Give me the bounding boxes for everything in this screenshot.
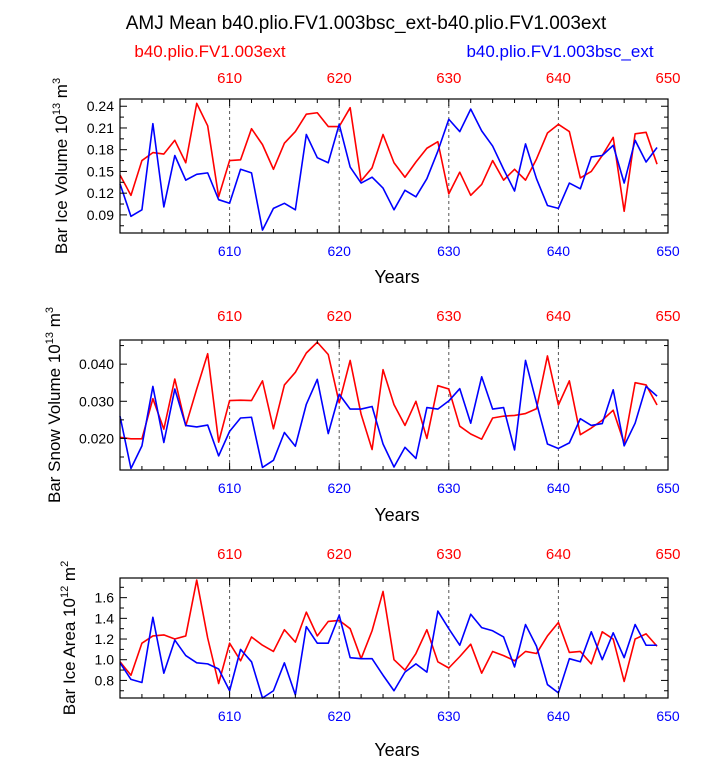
y-tick-label: 1.6 [95, 590, 115, 606]
x-tick-label-top: 650 [655, 546, 680, 563]
y-tick-label: 0.020 [79, 430, 114, 446]
series-line-red [119, 341, 658, 451]
x-tick-label-top: 610 [217, 308, 242, 325]
y-tick-label: 0.21 [87, 120, 114, 136]
x-tick-label-bottom: 640 [547, 708, 571, 724]
x-tick-label-top: 640 [546, 70, 571, 87]
x-tick-label-bottom: 650 [656, 708, 680, 724]
legend-blue-label: b40.plio.FV1.003bsc_ext [466, 42, 653, 61]
x-axis-label: Years [374, 740, 419, 759]
y-tick-label: 1.2 [95, 631, 115, 647]
x-tick-label-bottom: 620 [328, 708, 352, 724]
y-tick-label: 0.12 [87, 185, 114, 201]
x-tick-label-top: 630 [436, 546, 461, 563]
chart-panels: 0.09 0.12 0.15 0.18 0.21 0.24 610 610 620 620 630 6… [44, 70, 681, 760]
x-tick-label-bottom: 620 [328, 243, 352, 259]
panel-snow-volume: 0.020 0.030 0.040 610 610 620 620 630 630 640 640 6… [44, 307, 681, 525]
x-tick-label-top: 610 [217, 70, 242, 87]
x-tick-label-top: 630 [436, 308, 461, 325]
x-tick-label-top: 620 [327, 308, 352, 325]
y-tick-label: 1.0 [95, 652, 115, 668]
x-tick-label-bottom: 640 [547, 480, 571, 496]
x-tick-label-top: 610 [217, 546, 242, 563]
x-tick-label-top: 650 [655, 70, 680, 87]
x-tick-label-top: 630 [436, 70, 461, 87]
chart-title: AMJ Mean b40.plio.FV1.003bsc_ext-b40.pli… [126, 13, 607, 34]
x-tick-label-bottom: 630 [437, 243, 461, 259]
x-tick-label-bottom: 610 [218, 480, 242, 496]
panel-ice-area: 0.8 1.0 1.2 1.4 1.6 610 610 620 620 630 630 640 640 6… [59, 546, 681, 760]
panel-ice-volume: 0.09 0.12 0.15 0.18 0.21 0.24 610 610 620 620 630 6… [51, 70, 681, 287]
y-tick-label: 0.15 [87, 163, 114, 179]
series-line-blue [119, 359, 658, 470]
x-tick-label-bottom: 610 [218, 708, 242, 724]
y-tick-label: 0.09 [87, 207, 114, 223]
legend-red-label: b40.plio.FV1.003ext [134, 42, 285, 61]
x-tick-label-bottom: 630 [437, 708, 461, 724]
y-tick-label: 0.24 [87, 98, 114, 114]
y-axis-label: Bar Ice Volume 1013 m3 [51, 78, 71, 254]
plot-frame [119, 339, 669, 471]
y-tick-label: 0.8 [95, 672, 115, 688]
plot-frame [119, 577, 669, 699]
x-tick-label-bottom: 650 [656, 243, 680, 259]
x-tick-label-top: 620 [327, 70, 352, 87]
series-line-blue [119, 108, 658, 231]
plot-frame [119, 98, 669, 234]
x-tick-label-bottom: 620 [328, 480, 352, 496]
y-axis-label: Bar Ice Area 1012 m2 [59, 561, 79, 715]
x-tick-label-top: 640 [546, 308, 571, 325]
x-tick-label-top: 640 [546, 546, 571, 563]
x-tick-label-top: 620 [327, 546, 352, 563]
series-line-red [119, 102, 658, 213]
y-tick-label: 0.040 [79, 356, 114, 372]
x-tick-label-bottom: 610 [218, 243, 242, 259]
series-line-blue [119, 610, 658, 699]
y-tick-label: 1.4 [95, 610, 115, 626]
y-axis-label: Bar Snow Volume 1013 m3 [44, 307, 64, 503]
x-axis-label: Years [374, 267, 419, 287]
y-tick-label: 0.030 [79, 393, 114, 409]
x-tick-label-bottom: 650 [656, 480, 680, 496]
x-axis-label: Years [374, 505, 419, 525]
series-line-red [119, 579, 658, 685]
x-tick-label-top: 650 [655, 308, 680, 325]
y-tick-label: 0.18 [87, 142, 114, 158]
x-tick-label-bottom: 640 [547, 243, 571, 259]
x-tick-label-bottom: 630 [437, 480, 461, 496]
